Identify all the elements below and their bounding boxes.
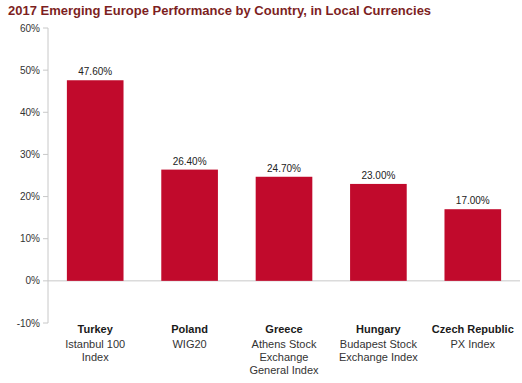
bar	[444, 209, 501, 281]
category-label: Poland	[171, 323, 208, 335]
category-subtitle: Budapest StockExchange Index	[339, 338, 418, 363]
category-subtitle: WIG20	[172, 338, 206, 350]
y-tick-label: 50%	[20, 65, 40, 76]
y-tick-label: 0%	[26, 275, 41, 286]
y-tick	[43, 70, 48, 71]
y-tick	[43, 112, 48, 113]
bar	[161, 170, 218, 281]
data-label: 23.00%	[361, 170, 395, 181]
data-label: 26.40%	[173, 156, 207, 167]
y-tick-label: 10%	[20, 233, 40, 244]
y-tick-label: 40%	[20, 107, 40, 118]
data-label: 47.60%	[78, 66, 112, 77]
y-tick	[43, 28, 48, 29]
y-tick-label: 20%	[20, 191, 40, 202]
chart-svg: 2017 Emerging Europe Performance by Coun…	[0, 0, 522, 383]
bars	[67, 80, 501, 281]
bar	[256, 177, 313, 281]
category-subtitle: PX Index	[450, 338, 495, 350]
category-label: Greece	[265, 323, 302, 335]
y-tick-label: -10%	[17, 318, 40, 329]
y-tick-label: 30%	[20, 149, 40, 160]
category-label: Czech Republic	[432, 323, 514, 335]
bar	[350, 184, 407, 281]
category-subtitle: Athens StockExchangeGeneral Index	[249, 338, 319, 376]
chart-title: 2017 Emerging Europe Performance by Coun…	[8, 3, 431, 18]
chart-container: 2017 Emerging Europe Performance by Coun…	[0, 0, 522, 383]
category-subtitle: Istanbul 100Index	[65, 338, 125, 363]
category-label: Hungary	[356, 323, 402, 335]
y-tick	[43, 154, 48, 155]
y-tick	[43, 323, 48, 324]
y-axis-line	[48, 28, 49, 323]
data-label: 17.00%	[456, 195, 490, 206]
category-label: Turkey	[78, 323, 114, 335]
data-label: 24.70%	[267, 163, 301, 174]
y-tick	[43, 196, 48, 197]
bar	[67, 80, 124, 281]
y-tick	[43, 238, 48, 239]
y-tick	[43, 280, 48, 281]
y-tick-label: 60%	[20, 23, 40, 34]
